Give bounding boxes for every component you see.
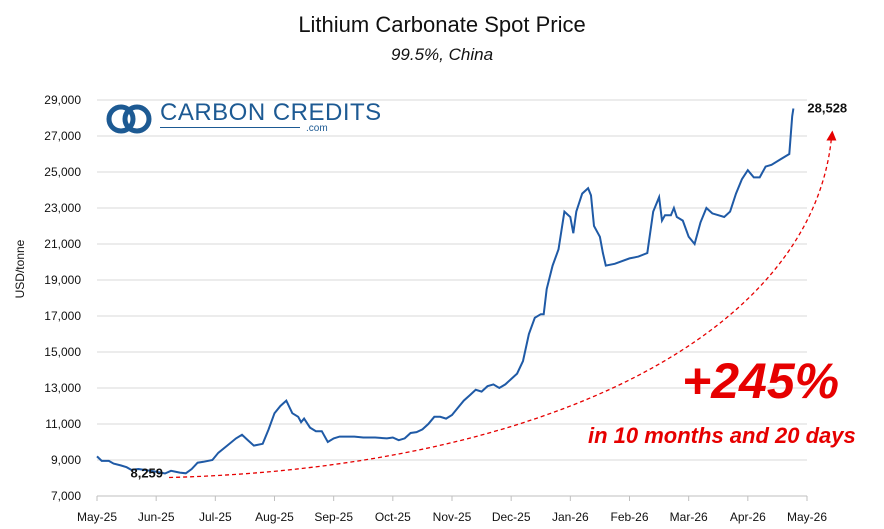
chart-subtitle: 99.5%, China (390, 45, 494, 64)
y-tick-label: 29,000 (44, 93, 81, 107)
logo-icon (106, 104, 152, 134)
x-tick-label: Feb-26 (610, 510, 648, 524)
y-tick-label: 7,000 (51, 489, 81, 503)
trend-arrow (169, 138, 833, 479)
x-tick-label: Jul-25 (199, 510, 232, 524)
y-tick-label: 27,000 (44, 129, 81, 143)
y-tick-label: 21,000 (44, 237, 81, 251)
y-tick-labels: 7,000 9,000 11,000 13,000 15,000 17,000 19,000… (44, 93, 81, 503)
end-value-label: 28,528 (807, 100, 847, 115)
start-value-label: 8,259 (130, 466, 163, 481)
y-tick-label: 9,000 (51, 453, 81, 467)
period-callout: in 10 months and 20 days (588, 423, 856, 448)
x-tick-label: Nov-25 (433, 510, 472, 524)
carbon-credits-logo: CARBON CREDITS .com (104, 98, 381, 140)
change-callout: +245% (682, 353, 840, 409)
x-tick-label: Apr-26 (730, 510, 766, 524)
logo-sub: .com (306, 123, 328, 134)
x-tick-label: Jan-26 (552, 510, 589, 524)
x-tick-label: Oct-25 (375, 510, 411, 524)
y-tick-label: 13,000 (44, 381, 81, 395)
y-tick-label: 17,000 (44, 309, 81, 323)
x-tick-label: Sep-25 (314, 510, 353, 524)
x-tick-label: Aug-25 (255, 510, 294, 524)
y-tick-label: 15,000 (44, 345, 81, 359)
x-tick-label: Dec-25 (492, 510, 531, 524)
y-tick-label: 19,000 (44, 273, 81, 287)
y-tick-label: 23,000 (44, 201, 81, 215)
x-tick-label: May-26 (787, 510, 827, 524)
logo-divider (160, 127, 300, 128)
price-series-line (96, 108, 795, 475)
x-tick-label: Jun-25 (138, 510, 175, 524)
chart-title: Lithium Carbonate Spot Price (298, 12, 586, 37)
arrow-head-icon (826, 130, 837, 141)
x-tick-label: May-25 (77, 510, 117, 524)
y-tick-label: 11,000 (45, 417, 81, 431)
x-tick-labels: May-25 Jun-25 Jul-25 Aug-25 Sep-25 Oct-25 Nov-… (77, 496, 827, 524)
logo-text: CARBON CREDITS (160, 99, 382, 126)
x-tick-label: Mar-26 (670, 510, 708, 524)
y-tick-label: 25,000 (44, 165, 81, 179)
